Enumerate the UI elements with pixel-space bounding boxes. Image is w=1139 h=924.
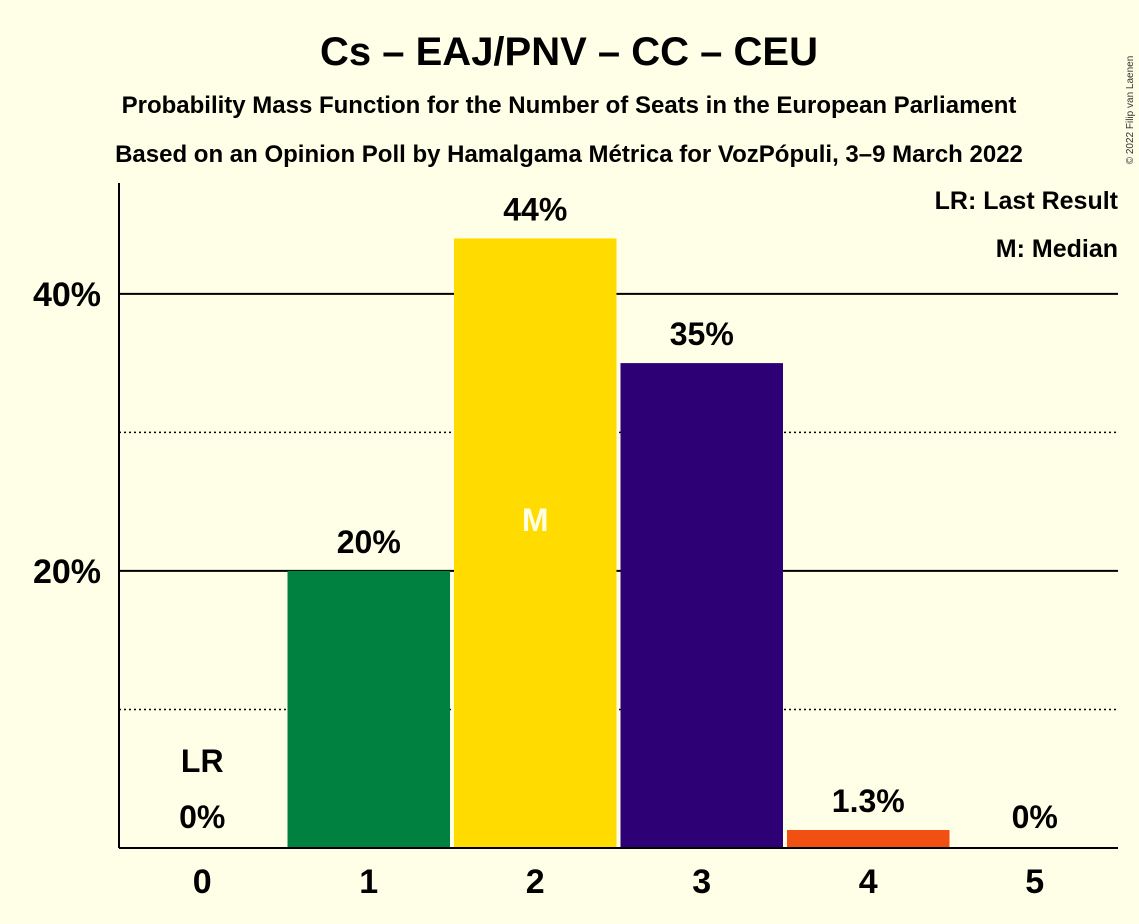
bars	[287, 238, 950, 848]
bar	[620, 363, 783, 848]
bar-value-label: 20%	[337, 524, 401, 560]
legend-last-result: LR: Last Result	[935, 187, 1119, 215]
y-tick-label: 40%	[33, 276, 101, 314]
x-tick-label: 5	[1025, 863, 1044, 901]
bar-value-label: 44%	[503, 191, 567, 227]
x-tick-label: 3	[692, 863, 711, 901]
chart-title: Cs – EAJ/PNV – CC – CEU	[320, 30, 818, 74]
bar-value-label: 0%	[1012, 799, 1058, 835]
x-tick-label: 0	[193, 863, 212, 901]
x-ticks: 0 1 2 3 4 5	[193, 863, 1044, 901]
bar	[287, 570, 450, 848]
bar	[787, 829, 950, 848]
copyright: © 2022 Filip van Laenen	[1125, 56, 1136, 165]
bar	[454, 238, 617, 848]
last-result-marker: LR	[181, 743, 224, 779]
median-marker: M	[522, 502, 549, 538]
chart-subtitle-poll: Based on an Opinion Poll by Hamalgama Mé…	[115, 141, 1023, 168]
bar-value-label: 35%	[670, 316, 734, 352]
x-tick-label: 4	[859, 863, 878, 901]
x-tick-label: 2	[526, 863, 545, 901]
chart-subtitle: Probability Mass Function for the Number…	[122, 92, 1017, 119]
x-tick-label: 1	[359, 863, 378, 901]
bar-value-label: 0%	[179, 799, 225, 835]
bar-labels: 0% LR 20% 44% M 35% 1.3% 0%	[179, 191, 1058, 835]
y-tick-label: 20%	[33, 553, 101, 591]
y-ticks: 20% 40%	[33, 276, 101, 591]
gridlines	[119, 292, 1118, 711]
bar-value-label: 1.3%	[832, 783, 905, 819]
legend-median: M: Median	[996, 235, 1118, 263]
